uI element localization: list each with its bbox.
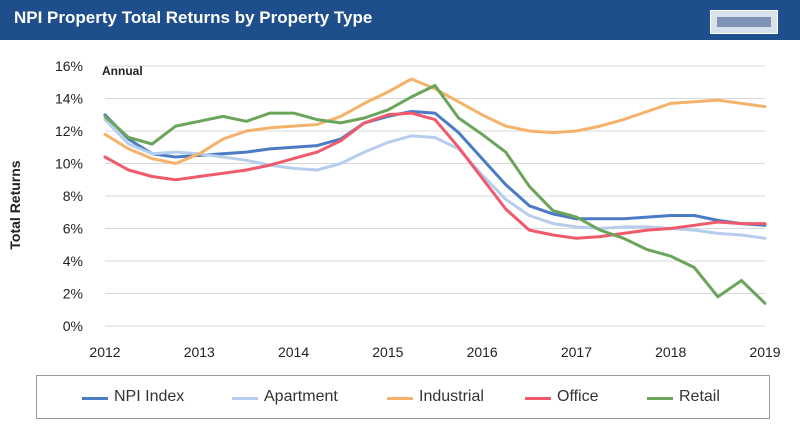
x-tick-label: 2012 bbox=[89, 344, 120, 360]
series-line-office bbox=[103, 111, 767, 240]
x-tick-label: 2019 bbox=[749, 344, 780, 360]
legend-label: Retail bbox=[679, 388, 720, 405]
legend-swatch bbox=[232, 397, 258, 400]
series-line-npi-index bbox=[103, 110, 767, 227]
page-title: NPI Property Total Returns by Property T… bbox=[14, 8, 373, 27]
y-tick-label: 10% bbox=[55, 156, 83, 172]
legend-label: Office bbox=[557, 388, 599, 405]
annual-annotation: Annual bbox=[102, 64, 143, 78]
x-tick-label: 2013 bbox=[184, 344, 215, 360]
legend-swatch bbox=[387, 397, 413, 400]
y-tick-label: 14% bbox=[55, 91, 83, 107]
legend-label: Industrial bbox=[419, 388, 484, 405]
y-tick-label: 16% bbox=[55, 58, 83, 74]
x-tick-label: 2017 bbox=[561, 344, 592, 360]
legend-swatch bbox=[647, 397, 673, 400]
x-tick-label: 2016 bbox=[467, 344, 498, 360]
series-line-apartment bbox=[103, 118, 767, 240]
x-tick-label: 2014 bbox=[278, 344, 309, 360]
y-tick-label: 0% bbox=[63, 318, 83, 334]
header-bar: NPI Property Total Returns by Property T… bbox=[0, 0, 800, 40]
y-tick-label: 8% bbox=[63, 188, 83, 204]
logo bbox=[710, 10, 778, 34]
legend-swatch bbox=[525, 397, 551, 400]
legend-label: NPI Index bbox=[114, 388, 185, 405]
line-chart: Total Returns Annual 0% 2% 4% 6% 8% 10% 12% 14%… bbox=[7, 58, 781, 360]
legend-swatch bbox=[82, 397, 108, 400]
x-tick-label: 2018 bbox=[655, 344, 686, 360]
y-tick-label: 4% bbox=[63, 253, 83, 269]
legend: NPI Index Apartment Industrial Office Retail bbox=[36, 375, 770, 419]
legend-label: Apartment bbox=[264, 388, 338, 405]
y-axis-label: Total Returns bbox=[7, 160, 23, 249]
x-tick-label: 2015 bbox=[372, 344, 403, 360]
series-line-industrial bbox=[103, 77, 767, 165]
logo-mark bbox=[717, 17, 771, 27]
y-tick-label: 6% bbox=[63, 221, 83, 237]
series-line-retail bbox=[103, 84, 767, 305]
y-tick-label: 12% bbox=[55, 123, 83, 139]
y-tick-label: 2% bbox=[63, 286, 83, 302]
